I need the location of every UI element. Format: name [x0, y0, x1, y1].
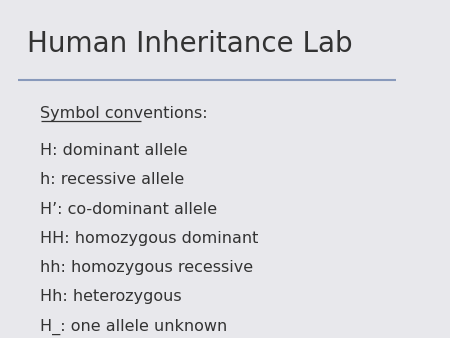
Text: hh: homozygous recessive: hh: homozygous recessive [40, 260, 254, 275]
Text: HH: homozygous dominant: HH: homozygous dominant [40, 231, 259, 246]
Text: h: recessive allele: h: recessive allele [40, 172, 185, 187]
Text: Symbol conventions:: Symbol conventions: [40, 106, 208, 121]
Text: H_: one allele unknown: H_: one allele unknown [40, 319, 228, 335]
Text: H’: co-dominant allele: H’: co-dominant allele [40, 202, 218, 217]
Text: Human Inheritance Lab: Human Inheritance Lab [27, 30, 353, 58]
Text: Hh: heterozygous: Hh: heterozygous [40, 289, 182, 305]
Text: H: dominant allele: H: dominant allele [40, 143, 188, 158]
